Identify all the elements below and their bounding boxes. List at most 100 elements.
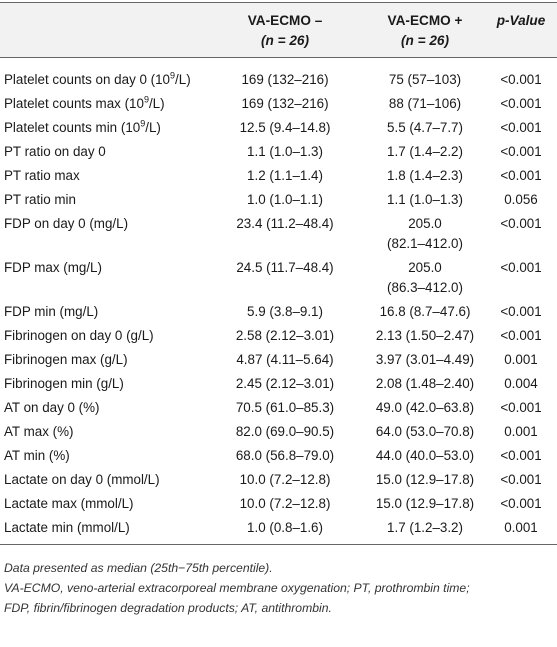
cell-va-ecmo-negative: 12.5 (9.4–14.8) bbox=[239, 120, 331, 135]
table-footnotes: Data presented as median (25th−75th perc… bbox=[4, 558, 554, 618]
cell-va-ecmo-positive: 44.0 (40.0–53.0) bbox=[365, 444, 485, 468]
cell-va-ecmo-positive: 1.7 (1.4–2.2) bbox=[365, 140, 485, 164]
table-row: Fibrinogen min (g/L) 2.45 (2.12–3.01) 2.08… bbox=[0, 372, 557, 396]
cell-pos-value: 5.5 (4.7–7.7) bbox=[387, 120, 463, 135]
cell-va-ecmo-positive: 1.7 (1.2–3.2) bbox=[365, 516, 485, 545]
cell-p-value: <0.001 bbox=[500, 120, 542, 135]
cell-p-value: <0.001 bbox=[500, 96, 542, 111]
cell-va-ecmo-negative: 169 (132–216) bbox=[241, 72, 329, 87]
row-label-text: Lactate max (mmol/L) bbox=[4, 496, 134, 511]
table-row: Lactate on day 0 (mmol/L) 10.0 (7.2–12.8)… bbox=[0, 468, 557, 492]
cell-va-ecmo-negative: 1.1 (1.0–1.3) bbox=[247, 144, 323, 159]
row-label-text: FDP max (mg/L) bbox=[4, 260, 102, 275]
cell-va-ecmo-positive: 5.5 (4.7–7.7) bbox=[365, 116, 485, 140]
row-label-text: AT min (%) bbox=[4, 448, 70, 463]
cell-va-ecmo-positive: 2.08 (1.48–2.40) bbox=[365, 372, 485, 396]
cell-va-ecmo-positive: 16.8 (8.7–47.6) bbox=[365, 300, 485, 324]
cell-va-ecmo-negative: 68.0 (56.8–79.0) bbox=[235, 448, 335, 463]
header-pos-line1: VA-ECMO + bbox=[387, 13, 463, 28]
row-label: Fibrinogen on day 0 (g/L) bbox=[0, 324, 205, 348]
cell-pos-value: 1.7 (1.2–3.2) bbox=[387, 520, 463, 535]
table-row: PT ratio on day 0 1.1 (1.0–1.3) 1.7 (1.4–2… bbox=[0, 140, 557, 164]
cell-va-ecmo-positive: 15.0 (12.9–17.8) bbox=[365, 492, 485, 516]
cell-va-ecmo-negative: 2.58 (2.12–3.01) bbox=[235, 328, 335, 343]
row-label-text: PT ratio max bbox=[4, 168, 80, 183]
row-label: PT ratio on day 0 bbox=[0, 140, 205, 164]
cell-p-value: 0.001 bbox=[504, 352, 538, 367]
cell-pos-value: 1.8 (1.4–2.3) bbox=[387, 168, 463, 183]
table-row: FDP min (mg/L) 5.9 (3.8–9.1) 16.8 (8.7–47.… bbox=[0, 300, 557, 324]
table-row: AT on day 0 (%) 70.5 (61.0–85.3) 49.0 (42.… bbox=[0, 396, 557, 420]
table-row: AT max (%) 82.0 (69.0–90.5) 64.0 (53.0–70.… bbox=[0, 420, 557, 444]
row-label-text: Fibrinogen max (g/L) bbox=[4, 352, 128, 367]
cell-va-ecmo-positive: 2.13 (1.50–2.47) bbox=[365, 324, 485, 348]
cell-va-ecmo-negative: 5.9 (3.8–9.1) bbox=[247, 304, 323, 319]
row-label: Platelet counts min (109/L) bbox=[0, 116, 205, 140]
cell-va-ecmo-negative: 1.0 (1.0–1.1) bbox=[247, 192, 323, 207]
row-label-text: FDP on day 0 (mg/L) bbox=[4, 216, 129, 231]
cell-p-value: 0.004 bbox=[504, 376, 538, 391]
cell-va-ecmo-positive: 64.0 (53.0–70.8) bbox=[365, 420, 485, 444]
data-table: VA-ECMO – (n = 26) VA-ECMO + (n = 26) p-… bbox=[0, 2, 557, 545]
header-va-ecmo-positive: VA-ECMO + (n = 26) bbox=[365, 2, 485, 58]
cell-p-value: 0.001 bbox=[504, 424, 538, 439]
cell-p-value: <0.001 bbox=[500, 496, 542, 511]
cell-p-value: 0.001 bbox=[485, 516, 557, 545]
cell-va-ecmo-positive: 3.97 (3.01–4.49) bbox=[365, 348, 485, 372]
row-label: FDP min (mg/L) bbox=[0, 300, 205, 324]
header-neg-line1: VA-ECMO – bbox=[247, 13, 323, 28]
cell-pos-range: (86.3–412.0) bbox=[387, 280, 463, 295]
row-label: FDP on day 0 (mg/L) bbox=[0, 212, 205, 256]
cell-p-value: <0.001 bbox=[500, 72, 542, 87]
table-row: PT ratio min 1.0 (1.0–1.1) 1.1 (1.0–1.3) 0.… bbox=[0, 188, 557, 212]
table-row: AT min (%) 68.0 (56.8–79.0) 44.0 (40.0–53.… bbox=[0, 444, 557, 468]
row-label-unit: /L) bbox=[148, 96, 165, 111]
cell-pos-value: 2.13 (1.50–2.47) bbox=[375, 328, 475, 343]
cell-p-value: 0.056 bbox=[504, 192, 538, 207]
cell-p-value: <0.001 bbox=[500, 216, 542, 231]
row-label-text: PT ratio on day 0 bbox=[4, 144, 106, 159]
table-row: PT ratio max 1.2 (1.1–1.4) 1.8 (1.4–2.3) <0… bbox=[0, 164, 557, 188]
row-label-text: Fibrinogen min (g/L) bbox=[4, 376, 124, 391]
cell-p-value: <0.001 bbox=[500, 328, 542, 343]
table-row: FDP max (mg/L) 24.5 (11.7–48.4) 205.0 (86.3… bbox=[0, 256, 557, 300]
cell-p-value: <0.001 bbox=[500, 144, 542, 159]
row-label: Lactate min (mmol/L) bbox=[0, 516, 205, 545]
row-label-unit: /L) bbox=[175, 72, 191, 87]
header-row: VA-ECMO – (n = 26) VA-ECMO + (n = 26) p-… bbox=[0, 2, 557, 58]
row-label: AT min (%) bbox=[0, 444, 205, 468]
row-label: Lactate max (mmol/L) bbox=[0, 492, 205, 516]
cell-va-ecmo-negative: 70.5 (61.0–85.3) bbox=[235, 400, 335, 415]
cell-p-value: <0.001 bbox=[500, 168, 542, 183]
cell-pos-value: 3.97 (3.01–4.49) bbox=[375, 352, 475, 367]
row-label-text: Platelet counts min (10 bbox=[4, 120, 141, 135]
row-label-text: Lactate on day 0 (mmol/L) bbox=[4, 472, 160, 487]
row-label: Platelet counts max (109/L) bbox=[0, 92, 205, 116]
footnote-abbrev-1: VA-ECMO, veno-arterial extracorporeal me… bbox=[4, 581, 470, 595]
header-neg-line2: (n = 26) bbox=[261, 33, 309, 48]
cell-pos-value: 205.0 bbox=[408, 216, 442, 231]
row-label: PT ratio min bbox=[0, 188, 205, 212]
cell-p-value: <0.001 bbox=[500, 400, 542, 415]
cell-va-ecmo-negative: 1.0 (0.8–1.6) bbox=[205, 516, 365, 545]
cell-va-ecmo-positive: 88 (71–106) bbox=[365, 92, 485, 116]
row-label: Fibrinogen min (g/L) bbox=[0, 372, 205, 396]
cell-va-ecmo-negative: 82.0 (69.0–90.5) bbox=[235, 424, 335, 439]
cell-va-ecmo-positive: 49.0 (42.0–63.8) bbox=[365, 396, 485, 420]
row-label-unit: /L) bbox=[145, 120, 161, 135]
cell-pos-value: 1.7 (1.4–2.2) bbox=[387, 144, 463, 159]
row-label-superscript: 9 bbox=[170, 70, 176, 81]
cell-va-ecmo-positive: 15.0 (12.9–17.8) bbox=[365, 468, 485, 492]
row-label: PT ratio max bbox=[0, 164, 205, 188]
cell-pos-range: (82.1–412.0) bbox=[387, 236, 463, 251]
row-label: Fibrinogen max (g/L) bbox=[0, 348, 205, 372]
cell-va-ecmo-positive: 1.8 (1.4–2.3) bbox=[365, 164, 485, 188]
table-body: Platelet counts on day 0 (109/L) 169 (132… bbox=[0, 58, 557, 545]
header-pos-line2: (n = 26) bbox=[401, 33, 449, 48]
header-va-ecmo-negative: VA-ECMO – (n = 26) bbox=[205, 2, 365, 58]
table-header: VA-ECMO – (n = 26) VA-ECMO + (n = 26) p-… bbox=[0, 2, 557, 58]
header-p-value-text: p-Value bbox=[496, 13, 546, 28]
cell-pos-value: 15.0 (12.9–17.8) bbox=[375, 496, 475, 511]
cell-pos-value: 16.8 (8.7–47.6) bbox=[379, 304, 471, 319]
